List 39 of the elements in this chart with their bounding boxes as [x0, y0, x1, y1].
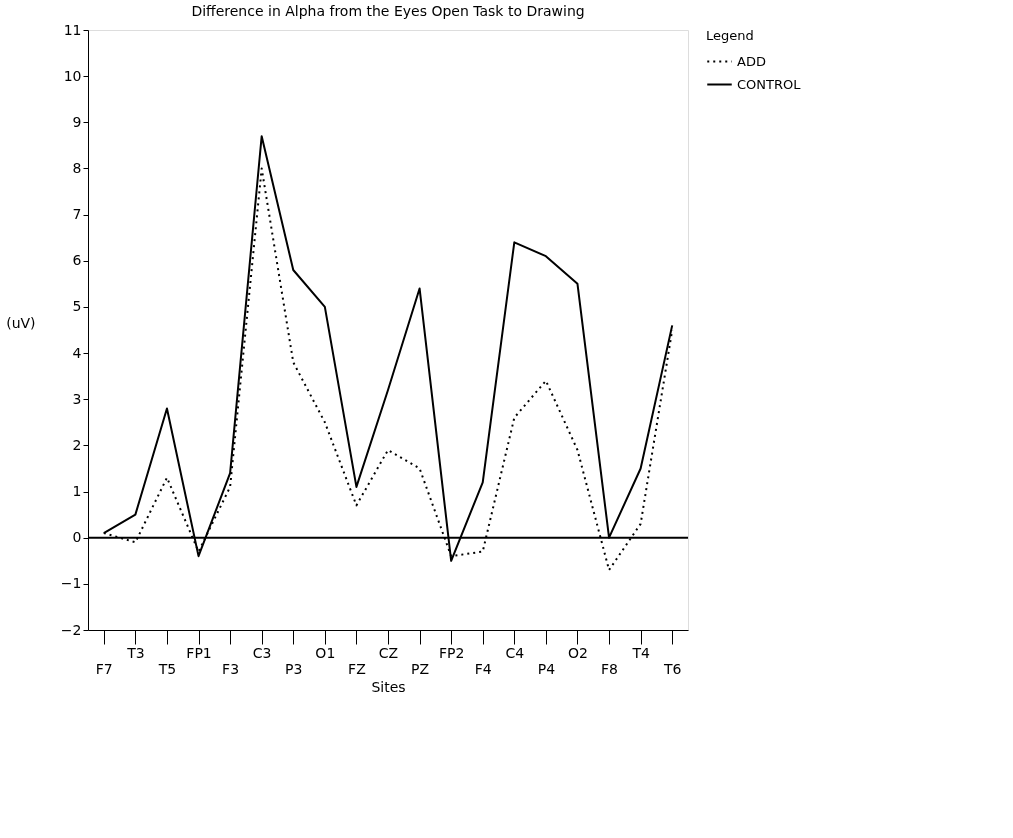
x-tick-label: P3	[285, 660, 303, 677]
y-tick-label: 5	[72, 298, 82, 315]
y-tick-label: 3	[72, 390, 82, 407]
x-axis-title: Sites	[371, 678, 406, 695]
x-tick-label: O2	[568, 644, 588, 661]
y-tick-label: 4	[72, 344, 82, 361]
legend-title: Legend	[706, 28, 754, 43]
x-tick-label: T6	[662, 660, 682, 677]
x-tick-label: T3	[126, 644, 145, 661]
y-tick-label: 1	[72, 483, 82, 500]
legend-label: ADD	[737, 53, 766, 69]
legend-label: CONTROL	[737, 76, 802, 92]
x-tick-label: P4	[537, 660, 556, 677]
y-tick-label: −2	[60, 621, 82, 638]
y-tick-label: 6	[72, 252, 82, 269]
chart-title: Difference in Alpha from the Eyes Open Task to Drawing	[191, 3, 585, 19]
y-tick-label: 10	[63, 67, 82, 84]
y-tick-label: 11	[63, 21, 82, 38]
x-tick-label: O1	[315, 644, 336, 661]
x-tick-label: F8	[601, 660, 619, 677]
y-tick-label: 7	[72, 206, 82, 223]
x-tick-label: C4	[505, 644, 525, 661]
y-tick-label: −1	[60, 575, 82, 592]
y-tick-label: 8	[72, 159, 82, 176]
x-tick-label: F3	[222, 660, 240, 677]
x-tick-label: T5	[157, 660, 177, 677]
x-tick-label: FP2	[438, 644, 465, 661]
x-tick-label: F7	[95, 660, 113, 677]
y-tick-label: 0	[72, 529, 82, 546]
x-tick-label: PZ	[411, 660, 430, 677]
y-tick-label: 2	[72, 436, 82, 453]
y-axis-title: (uV)	[6, 314, 36, 331]
y-tick-label: 9	[72, 113, 82, 130]
x-tick-label: C3	[252, 644, 272, 661]
x-tick-label: T4	[631, 644, 650, 661]
x-tick-label: FZ	[348, 660, 366, 677]
x-tick-label: CZ	[378, 644, 399, 661]
x-tick-label: F4	[474, 660, 492, 677]
x-tick-label: FP1	[186, 644, 212, 661]
